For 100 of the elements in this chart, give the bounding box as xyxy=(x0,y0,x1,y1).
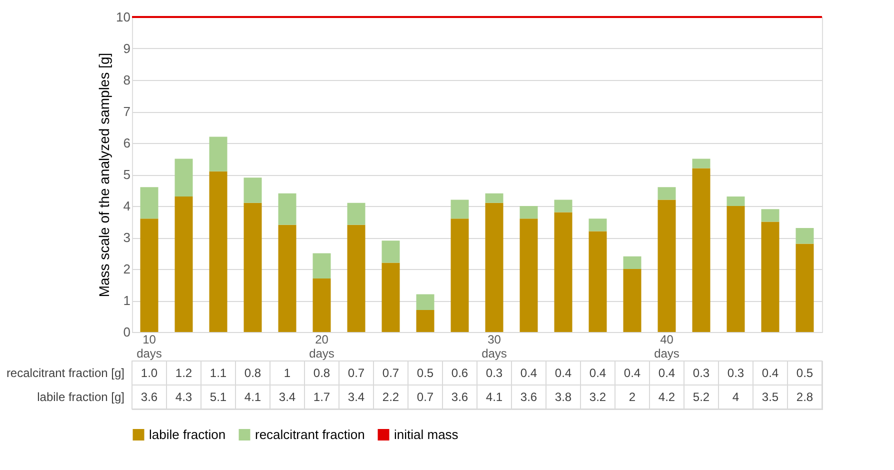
data-label: 4.1 xyxy=(486,390,503,404)
data-label: 0.5 xyxy=(796,366,814,380)
data-label: 0.4 xyxy=(658,366,676,380)
y-tick-label: 10 xyxy=(116,10,130,24)
data-label: 0.3 xyxy=(727,366,744,380)
data-label: 2 xyxy=(628,390,636,404)
x-tick-label: 10 days xyxy=(136,332,162,360)
data-label: 0.4 xyxy=(762,366,779,380)
data-label: 0.4 xyxy=(589,366,606,380)
y-tick-label: 4 xyxy=(123,198,130,214)
data-label: 1.7 xyxy=(313,390,330,404)
data-label: 0.5 xyxy=(416,366,434,380)
bar xyxy=(520,218,538,332)
legend-label: recalcitrant fraction xyxy=(255,426,365,442)
y-tick-label: 2 xyxy=(123,262,130,276)
bar xyxy=(416,310,434,332)
data-label: 3.6 xyxy=(520,390,538,404)
data-label: 3.6 xyxy=(140,390,158,404)
x-tick-label: 30 days xyxy=(482,332,507,360)
data-label: 4.3 xyxy=(175,390,192,404)
bar xyxy=(623,256,642,269)
data-label: 1.2 xyxy=(175,366,192,380)
legend-label: initial mass xyxy=(394,426,459,442)
bar xyxy=(209,171,228,332)
bar xyxy=(450,200,469,219)
bar xyxy=(658,187,676,200)
data-label: 1.1 xyxy=(210,366,227,380)
bar xyxy=(520,206,538,219)
bar xyxy=(347,224,366,332)
bar xyxy=(692,158,710,168)
bar xyxy=(554,200,572,212)
data-label: 3.4 xyxy=(348,390,365,404)
y-tick-label: 0 xyxy=(123,324,130,340)
data-label: 4 xyxy=(732,390,740,404)
data-label: 0.3 xyxy=(692,366,710,380)
data-label: 5.1 xyxy=(210,390,227,404)
bar xyxy=(174,158,193,197)
data-label: 0.4 xyxy=(624,366,641,380)
bar xyxy=(485,202,504,332)
data-label: 0.8 xyxy=(313,366,330,380)
legend-label: labile fraction xyxy=(149,426,226,442)
bar xyxy=(140,187,158,219)
y-tick-label: 8 xyxy=(123,72,130,88)
data-label: 3.5 xyxy=(762,390,779,404)
bar xyxy=(450,218,469,332)
data-label: 3.6 xyxy=(451,390,468,404)
y-axis-title: Mass scale of the analyzed samples [g] xyxy=(96,52,112,298)
bar xyxy=(658,200,676,332)
bar xyxy=(382,240,400,263)
data-label: 0.7 xyxy=(382,366,400,380)
y-tick-label: 5 xyxy=(123,167,130,182)
data-label: 0.8 xyxy=(244,366,262,380)
data-label: 4.1 xyxy=(244,390,262,404)
data-label: 1.0 xyxy=(140,366,158,380)
bar xyxy=(244,202,262,332)
x-tick-label: 20 days xyxy=(309,332,334,360)
y-tick-label: 1 xyxy=(123,293,130,308)
bar xyxy=(726,196,745,206)
text: recalcitrant fraction [g] xyxy=(6,366,124,380)
data-label: 2.8 xyxy=(796,390,814,404)
data-label: 3.8 xyxy=(554,390,572,404)
bar xyxy=(174,196,193,332)
bar xyxy=(140,218,158,332)
bar xyxy=(761,222,780,332)
y-tick-label: 7 xyxy=(123,104,130,119)
bar xyxy=(278,224,296,332)
data-label: 2.2 xyxy=(382,390,400,404)
bar xyxy=(692,168,710,332)
bar xyxy=(796,228,814,244)
bar xyxy=(416,294,434,310)
x-tick-label: 40 days xyxy=(654,332,680,360)
data-label: 0.7 xyxy=(416,390,434,404)
bar xyxy=(209,136,228,172)
bar xyxy=(312,278,331,332)
data-label: 0.3 xyxy=(486,366,503,380)
data-label: 3.2 xyxy=(589,390,606,404)
bar xyxy=(588,218,607,232)
bar xyxy=(623,269,642,332)
data-label: 0.7 xyxy=(348,366,365,380)
bar xyxy=(312,253,331,278)
text: labile fraction [g] xyxy=(37,390,124,404)
bar xyxy=(485,193,504,203)
bar xyxy=(278,193,296,225)
bar xyxy=(347,202,366,225)
bar xyxy=(382,262,400,332)
data-label: 1 xyxy=(284,366,291,380)
data-label: 3.4 xyxy=(278,390,296,404)
data-label: 5.2 xyxy=(692,390,710,404)
data-label: 0.4 xyxy=(520,366,538,380)
y-tick-label: 6 xyxy=(123,136,130,150)
y-tick-label: 9 xyxy=(123,41,130,56)
bar xyxy=(554,212,572,332)
bar xyxy=(244,178,262,203)
data-label: 0.6 xyxy=(451,366,468,380)
y-tick-label: 3 xyxy=(123,230,130,245)
data-label: 0.4 xyxy=(554,366,572,380)
bar xyxy=(588,231,607,332)
bar xyxy=(796,244,814,332)
bar xyxy=(761,209,780,222)
bar xyxy=(726,206,745,332)
